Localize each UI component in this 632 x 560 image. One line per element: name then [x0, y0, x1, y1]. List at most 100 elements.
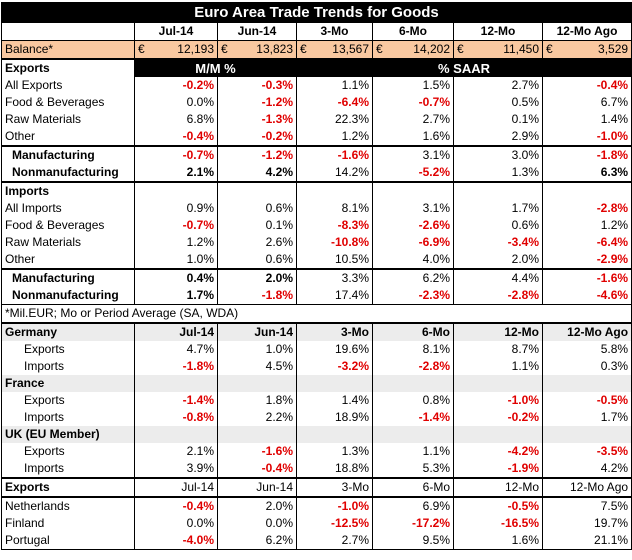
country-export-row: Finland 0.0% 0.0% -12.5% -17.2% -16.5% 19.7%: [1, 515, 632, 532]
row-label: Food & Beverages: [1, 217, 135, 234]
value-cell: -6.4%: [541, 234, 632, 251]
value-cell: 10.5%: [296, 251, 373, 269]
euro-symbol: €: [300, 42, 307, 56]
value-cell: -2.8%: [453, 287, 543, 305]
value-cell: -6.4%: [296, 94, 373, 111]
row-label: Raw Materials: [1, 234, 135, 251]
country-row: Exports -1.4% 1.8% 1.4% 0.8% -1.0% -0.5%: [1, 392, 632, 409]
empty-cell: [217, 375, 297, 392]
row-label: All Imports: [1, 200, 135, 217]
empty-cell: [541, 375, 632, 392]
empty-cell: [372, 375, 454, 392]
value-cell: 0.8%: [372, 392, 454, 409]
row-label: Other: [1, 128, 135, 146]
value-cell: 3.1%: [372, 145, 454, 164]
value-cell: -3.5%: [541, 443, 632, 460]
imports-sub-row: Manufacturing 0.4% 2.0% 3.3% 6.2% 4.4% -1.6%: [1, 268, 632, 287]
country-export-row: Portugal -4.0% 6.2% 2.7% 9.5% 1.6% 21.1%: [1, 532, 632, 550]
value-cell: -0.7%: [134, 217, 218, 234]
value-cell: 2.9%: [453, 128, 543, 146]
country-export-row: Netherlands -0.4% 2.0% -1.0% 6.9% -0.5% 7.5%: [1, 496, 632, 515]
value-cell: 6.9%: [372, 496, 454, 515]
value-cell: -1.8%: [134, 358, 218, 375]
mm-header: M/M %: [134, 58, 297, 77]
value-cell: -12.5%: [296, 515, 373, 532]
value-cell: -0.7%: [134, 145, 218, 164]
empty-cell: [453, 375, 543, 392]
value-cell: 0.6%: [217, 200, 297, 217]
value-cell: 1.3%: [296, 443, 373, 460]
value-cell: 1.2%: [296, 128, 373, 146]
balance-value: 3,529: [598, 42, 629, 56]
value-cell: 1.5%: [372, 77, 454, 94]
row-label: Netherlands: [1, 496, 135, 515]
value-cell: -0.4%: [134, 128, 218, 146]
balance-value: 12,193: [177, 42, 214, 56]
value-cell: 8.7%: [453, 341, 543, 358]
country-header-row: Germany Jul-14 Jun-14 3-Mo 6-Mo 12-Mo 12-Mo Ag…: [1, 322, 632, 341]
value-cell: 18.9%: [296, 409, 373, 426]
value-cell: 2.0%: [217, 496, 297, 515]
balance-row: Balance* €12,193 €13,823 €13,567 €14,202…: [1, 40, 632, 60]
empty-cell: [372, 426, 454, 443]
value-cell: 6.8%: [134, 111, 218, 128]
value-cell: 6.2%: [217, 532, 297, 550]
value-cell: -1.2%: [217, 94, 297, 111]
col-header: Jul-14: [134, 322, 218, 341]
value-cell: 4.2%: [541, 460, 632, 478]
col-header: 12-Mo: [453, 22, 543, 41]
exports-row: Other -0.4% -0.2% 1.2% 1.6% 2.9% -1.0%: [1, 128, 632, 146]
value-cell: -0.8%: [134, 409, 218, 426]
value-cell: -0.4%: [217, 460, 297, 478]
value-cell: 2.7%: [372, 111, 454, 128]
country-exports-header: Exports Jul-14 Jun-14 3-Mo 6-Mo 12-Mo 12-Mo Ag…: [1, 477, 632, 497]
country-row: Imports 3.9% -0.4% 18.8% 5.3% -1.9% 4.2%: [1, 460, 632, 478]
exports-sub-row: Manufacturing -0.7% -1.2% -1.6% 3.1% 3.0% -1.8…: [1, 145, 632, 164]
value-cell: -1.0%: [453, 392, 543, 409]
value-cell: 0.9%: [134, 200, 218, 217]
empty-cell: [217, 181, 297, 200]
value-cell: 1.2%: [541, 217, 632, 234]
value-cell: 9.5%: [372, 532, 454, 550]
value-cell: 1.0%: [217, 341, 297, 358]
value-cell: -4.2%: [453, 443, 543, 460]
empty-cell: [296, 375, 373, 392]
row-label: Manufacturing: [1, 268, 135, 287]
balance-value: 11,450: [503, 42, 539, 56]
value-cell: 0.6%: [217, 251, 297, 269]
col-header: 3-Mo: [296, 322, 373, 341]
row-label: Food & Beverages: [1, 94, 135, 111]
value-cell: 6.2%: [372, 268, 454, 287]
value-cell: 2.7%: [296, 532, 373, 550]
value-cell: 4.7%: [134, 341, 218, 358]
col-header: 3-Mo: [296, 22, 373, 41]
value-cell: -0.5%: [453, 496, 543, 515]
value-cell: 19.6%: [296, 341, 373, 358]
value-cell: 1.7%: [541, 409, 632, 426]
row-label: Exports: [1, 443, 135, 460]
row-label: Raw Materials: [1, 111, 135, 128]
row-label: Imports: [1, 409, 135, 426]
value-cell: -1.6%: [217, 443, 297, 460]
row-label: Imports: [1, 460, 135, 478]
empty-cell: [453, 426, 543, 443]
value-cell: -16.5%: [453, 515, 543, 532]
imports-sub-row: Nonmanufacturing 1.7% -1.8% 17.4% -2.3% -2.8%…: [1, 287, 632, 305]
value-cell: -0.4%: [134, 496, 218, 515]
value-cell: -6.9%: [372, 234, 454, 251]
value-cell: -2.3%: [372, 287, 454, 305]
balance-cell: €14,202: [372, 40, 454, 60]
row-label: Portugal: [1, 532, 135, 550]
value-cell: -0.5%: [541, 392, 632, 409]
value-cell: 1.7%: [134, 287, 218, 305]
value-cell: 0.0%: [134, 515, 218, 532]
value-cell: -1.8%: [217, 287, 297, 305]
value-cell: 2.7%: [453, 77, 543, 94]
value-cell: 7.5%: [541, 496, 632, 515]
value-cell: 19.7%: [541, 515, 632, 532]
row-label: Nonmanufacturing: [1, 287, 135, 305]
row-label: Imports: [1, 358, 135, 375]
col-header: 12-Mo Ago: [541, 477, 632, 497]
value-cell: -2.9%: [541, 251, 632, 269]
